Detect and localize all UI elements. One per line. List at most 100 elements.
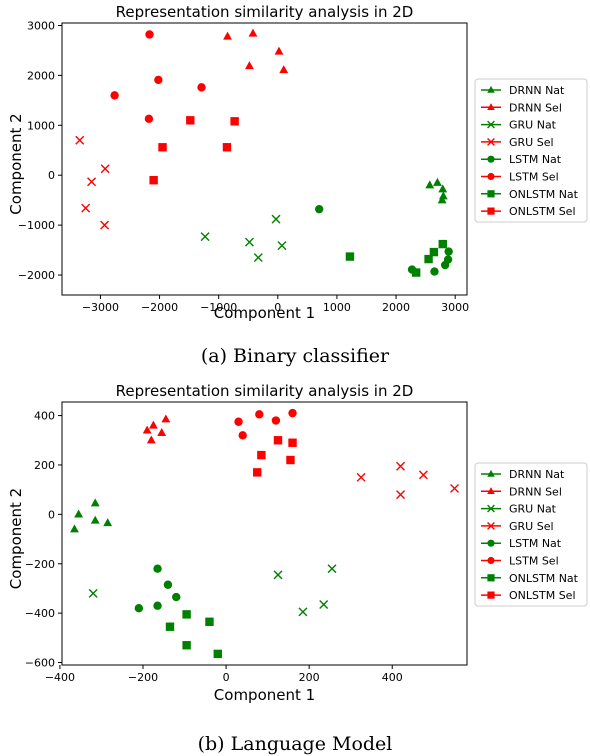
- legend-item: DRNN Nat: [481, 468, 565, 481]
- x-tick-label: 1000: [323, 301, 351, 314]
- figure-caption: (b) Language Model: [198, 733, 393, 755]
- data-point: [450, 483, 460, 493]
- legend: DRNN Nat DRNN Sel GRU Nat GRU Sel LSTM Nat LS…: [474, 78, 588, 223]
- data-point: [396, 490, 406, 500]
- data-point: [186, 116, 195, 125]
- series-drnn-nat: [70, 498, 113, 533]
- data-point: [279, 65, 289, 74]
- data-point: [245, 61, 254, 70]
- legend-marker: [487, 155, 495, 163]
- y-tick-label: 3000: [27, 19, 55, 32]
- data-point: [163, 580, 173, 589]
- series-lstm-nat: [314, 204, 453, 276]
- series-onlstm-sel: [149, 116, 239, 185]
- legend-item: GRU Sel: [481, 136, 554, 149]
- data-point: [149, 176, 158, 185]
- x-axis-label: Component 1: [214, 304, 315, 322]
- data-point: [158, 143, 167, 152]
- series-drnn-sel: [142, 414, 171, 444]
- legend-label: LSTM Nat: [509, 153, 562, 166]
- data-point: [429, 247, 439, 257]
- x-tick-label: −200: [128, 671, 158, 684]
- data-point: [223, 31, 232, 40]
- data-point: [430, 267, 439, 276]
- legend-marker: [487, 190, 495, 198]
- chart-panel-0: Representation similarity analysis in 2D…: [7, 3, 588, 367]
- data-point: [433, 177, 442, 186]
- data-point: [154, 75, 163, 85]
- data-point: [182, 610, 191, 619]
- data-point: [314, 204, 324, 214]
- series-lstm-sel: [110, 30, 206, 124]
- data-point: [356, 472, 366, 482]
- legend-marker: [487, 504, 495, 513]
- data-point: [234, 417, 243, 426]
- data-point: [345, 252, 355, 261]
- x-tick-label: 0: [274, 301, 281, 314]
- data-point: [443, 255, 453, 264]
- series-onlstm-nat: [345, 239, 447, 277]
- data-point: [153, 601, 162, 610]
- legend-item: GRU Sel: [481, 520, 554, 533]
- data-point: [90, 515, 100, 524]
- legend-item: ONLSTM Nat: [481, 188, 579, 201]
- legend-label: GRU Sel: [509, 520, 554, 533]
- legend-label: LSTM Sel: [509, 171, 559, 184]
- data-point: [253, 253, 263, 263]
- series-onlstm-nat: [165, 610, 222, 659]
- data-point: [87, 177, 97, 187]
- data-point: [244, 237, 254, 247]
- legend: DRNN Nat DRNN Sel GRU Nat GRU Sel LSTM Nat LS…: [474, 462, 588, 607]
- data-point: [197, 83, 206, 92]
- data-point: [75, 135, 85, 145]
- data-point: [271, 416, 281, 425]
- data-point: [205, 617, 214, 626]
- data-point: [88, 588, 98, 598]
- data-point: [90, 498, 100, 507]
- y-tick-label: −600: [25, 657, 55, 670]
- legend-item: ONLSTM Nat: [481, 572, 579, 585]
- legend-marker: [487, 172, 495, 181]
- legend-marker: [487, 574, 495, 582]
- data-point: [273, 570, 283, 580]
- data-point: [257, 450, 266, 460]
- data-point: [271, 214, 281, 224]
- legend-label: DRNN Nat: [509, 84, 565, 97]
- data-point: [288, 408, 297, 418]
- y-tick-label: −400: [25, 607, 55, 620]
- legend-label: ONLSTM Sel: [509, 205, 576, 218]
- legend-marker: [487, 103, 495, 110]
- y-tick-label: −200: [25, 558, 55, 571]
- legend-marker: [487, 487, 495, 494]
- data-point: [277, 241, 287, 251]
- legend-item: GRU Nat: [481, 503, 557, 516]
- data-point: [144, 114, 154, 124]
- legend-box: [474, 462, 588, 607]
- legend-item: LSTM Nat: [481, 153, 562, 166]
- data-point: [411, 268, 421, 277]
- figure-caption: (a) Binary classifier: [201, 345, 390, 367]
- y-tick-label: 2000: [27, 69, 55, 82]
- legend-label: LSTM Nat: [509, 537, 562, 550]
- legend-item: DRNN Sel: [481, 101, 562, 114]
- data-point: [213, 649, 222, 659]
- x-axis-label: Component 1: [214, 686, 315, 704]
- legend-marker: [487, 207, 495, 215]
- data-point: [157, 428, 167, 437]
- data-point: [273, 436, 283, 445]
- data-point: [438, 239, 447, 249]
- x-tick-label: 0: [223, 671, 230, 684]
- data-point: [153, 564, 162, 573]
- data-point: [161, 414, 171, 423]
- data-point: [103, 518, 113, 527]
- chart-title: Representation similarity analysis in 2D: [116, 3, 414, 21]
- data-point: [81, 203, 91, 213]
- plot-frame: [61, 401, 468, 666]
- y-axis-label: Component 2: [7, 113, 25, 214]
- data-point: [134, 604, 144, 613]
- data-point: [74, 509, 84, 518]
- data-point: [253, 468, 262, 477]
- legend-item: LSTM Sel: [481, 171, 559, 184]
- data-point: [238, 431, 247, 440]
- data-point: [142, 425, 152, 434]
